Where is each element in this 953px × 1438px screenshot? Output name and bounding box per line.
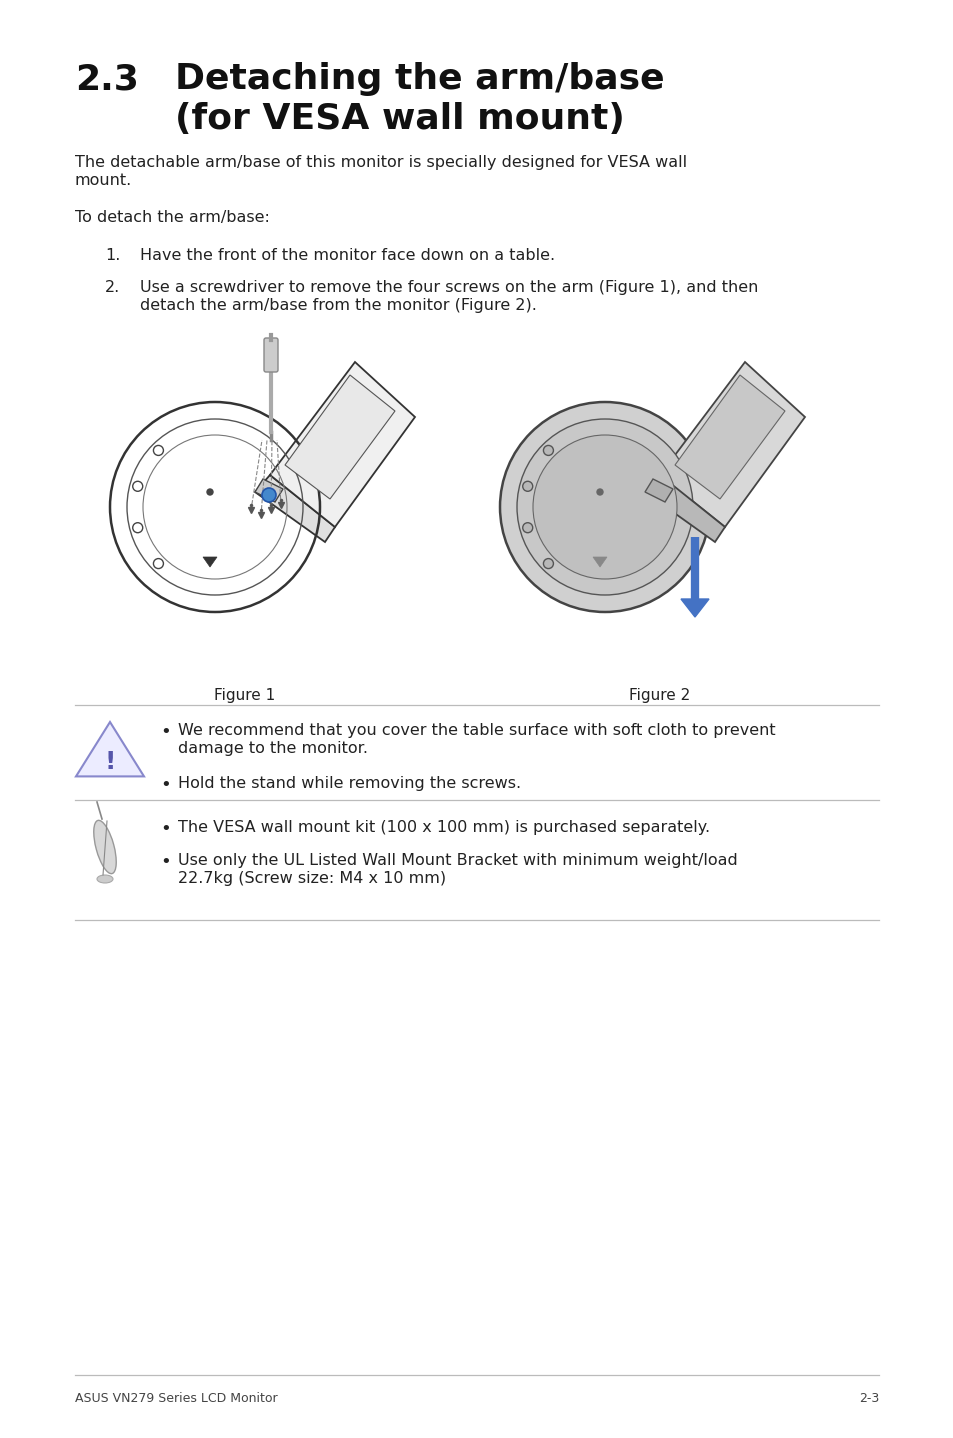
Circle shape [543, 558, 553, 568]
Text: 2.: 2. [105, 280, 120, 295]
Text: •: • [160, 820, 171, 838]
Text: 1.: 1. [105, 247, 120, 263]
Text: Use a screwdriver to remove the four screws on the arm (Figure 1), and then: Use a screwdriver to remove the four scr… [140, 280, 758, 295]
Text: ASUS VN279 Series LCD Monitor: ASUS VN279 Series LCD Monitor [75, 1392, 277, 1405]
Polygon shape [680, 600, 708, 617]
Circle shape [522, 482, 532, 492]
Ellipse shape [93, 820, 116, 874]
Text: To detach the arm/base:: To detach the arm/base: [75, 210, 270, 224]
Circle shape [533, 436, 677, 580]
Circle shape [132, 522, 143, 532]
Polygon shape [254, 475, 335, 542]
Text: •: • [160, 853, 171, 871]
Polygon shape [203, 557, 216, 567]
Polygon shape [285, 375, 395, 499]
Text: •: • [160, 723, 171, 741]
Polygon shape [644, 475, 724, 542]
Text: •: • [160, 777, 171, 794]
Polygon shape [659, 362, 804, 526]
Circle shape [543, 446, 553, 456]
Circle shape [499, 403, 709, 613]
Text: damage to the monitor.: damage to the monitor. [178, 741, 368, 756]
Polygon shape [675, 375, 784, 499]
Polygon shape [593, 557, 606, 567]
Text: 2.3: 2.3 [75, 62, 139, 96]
Text: Figure 1: Figure 1 [214, 687, 275, 703]
Circle shape [153, 446, 163, 456]
Text: 22.7kg (Screw size: M4 x 10 mm): 22.7kg (Screw size: M4 x 10 mm) [178, 871, 446, 886]
Text: 2-3: 2-3 [858, 1392, 878, 1405]
Text: detach the arm/base from the monitor (Figure 2).: detach the arm/base from the monitor (Fi… [140, 298, 537, 313]
Polygon shape [270, 362, 415, 526]
Text: mount.: mount. [75, 173, 132, 188]
Circle shape [597, 489, 602, 495]
Text: Use only the UL Listed Wall Mount Bracket with minimum weight/load: Use only the UL Listed Wall Mount Bracke… [178, 853, 737, 869]
Text: We recommend that you cover the table surface with soft cloth to prevent: We recommend that you cover the table su… [178, 723, 775, 738]
Polygon shape [254, 479, 283, 502]
Text: The VESA wall mount kit (100 x 100 mm) is purchased separately.: The VESA wall mount kit (100 x 100 mm) i… [178, 820, 709, 835]
Polygon shape [644, 479, 672, 502]
Circle shape [132, 482, 143, 492]
Text: Detaching the arm/base: Detaching the arm/base [174, 62, 664, 96]
Circle shape [522, 522, 532, 532]
Text: !: ! [104, 751, 115, 774]
Ellipse shape [97, 874, 112, 883]
FancyBboxPatch shape [264, 338, 277, 372]
Polygon shape [76, 722, 144, 777]
Circle shape [262, 487, 275, 502]
Text: The detachable arm/base of this monitor is specially designed for VESA wall: The detachable arm/base of this monitor … [75, 155, 686, 170]
Circle shape [207, 489, 213, 495]
Circle shape [153, 558, 163, 568]
Text: Hold the stand while removing the screws.: Hold the stand while removing the screws… [178, 777, 520, 791]
Circle shape [517, 418, 692, 595]
Text: (for VESA wall mount): (for VESA wall mount) [174, 102, 624, 137]
Text: Have the front of the monitor face down on a table.: Have the front of the monitor face down … [140, 247, 555, 263]
Text: Figure 2: Figure 2 [629, 687, 690, 703]
